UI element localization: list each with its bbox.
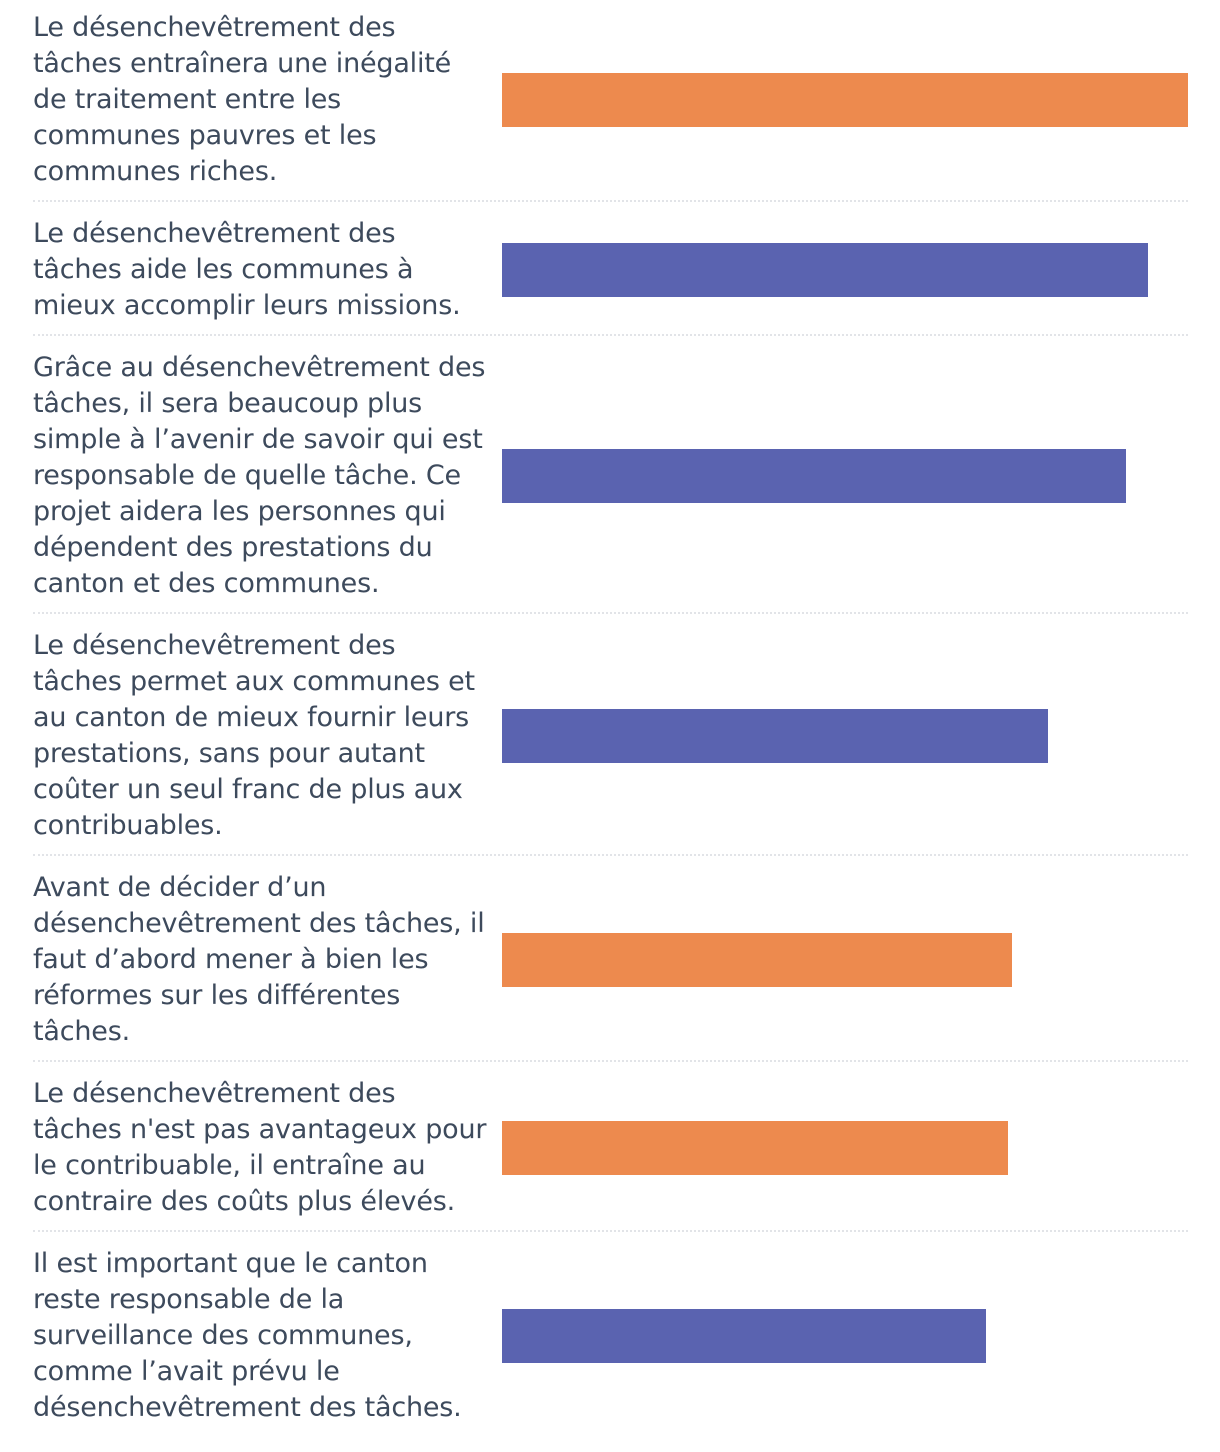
category-label: Le désenchevêtrement des tâches entraîne… — [33, 12, 452, 187]
category-label: Avant de décider d’un désenchevêtrement … — [33, 872, 485, 1047]
row-divider — [33, 1060, 1188, 1062]
category-label: Le désenchevêtrement des tâches n'est pa… — [33, 1078, 487, 1217]
row-divider — [33, 1230, 1188, 1232]
row-divider — [33, 334, 1188, 336]
category-label: Le désenchevêtrement des tâches permet a… — [33, 630, 475, 841]
bar — [502, 243, 1148, 297]
category-label: Grâce au désenchevêtrement des tâches, i… — [33, 352, 486, 599]
bar — [502, 73, 1188, 127]
bar — [502, 449, 1126, 503]
row-divider — [33, 200, 1188, 202]
row-divider — [33, 612, 1188, 614]
bar — [502, 1121, 1008, 1175]
category-label: Il est important que le canton reste res… — [33, 1248, 462, 1423]
row-divider — [33, 854, 1188, 856]
bar — [502, 1309, 986, 1363]
bar — [502, 709, 1048, 763]
bar — [502, 933, 1012, 987]
category-label: Le désenchevêtrement des tâches aide les… — [33, 218, 461, 321]
